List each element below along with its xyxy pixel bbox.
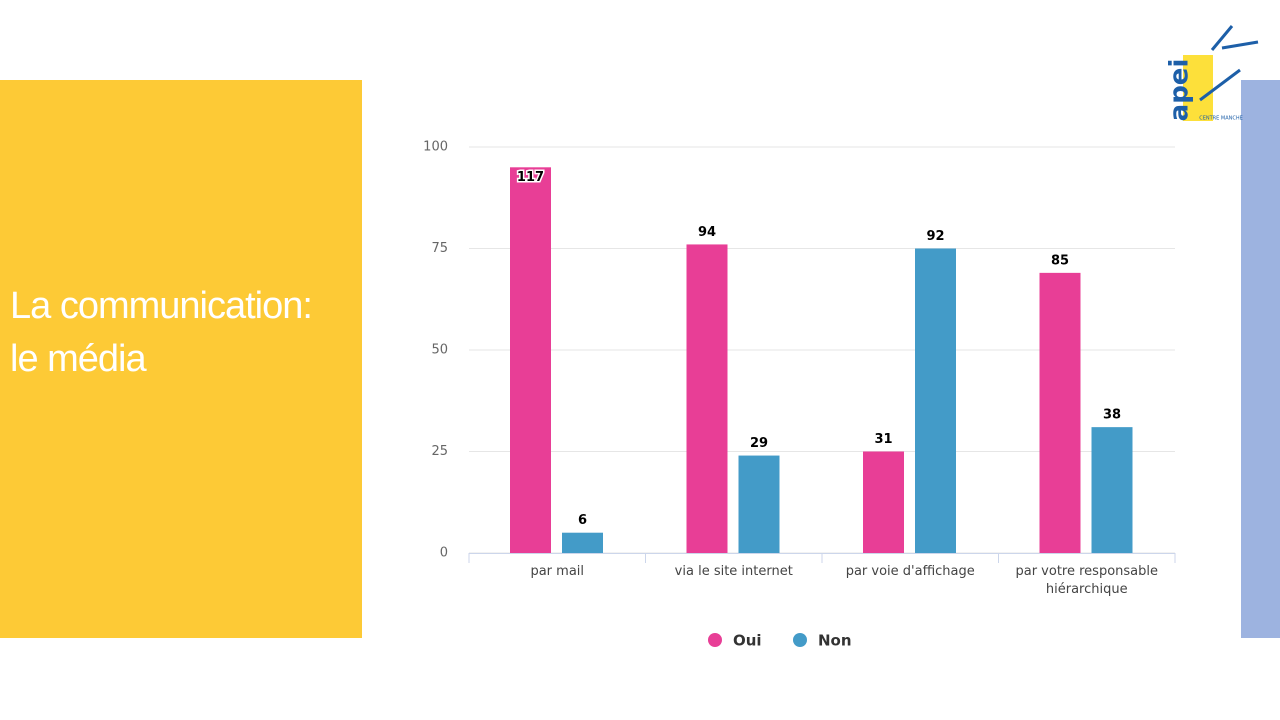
data-label: 38 bbox=[1103, 408, 1121, 423]
bar bbox=[1039, 272, 1081, 553]
data-label: 6 bbox=[578, 513, 587, 528]
data-label: 92 bbox=[926, 229, 944, 244]
bar bbox=[915, 248, 956, 553]
x-tick-label-box: par votre responsable hiérarchique bbox=[1015, 564, 1158, 597]
logo-subtitle: CENTRE MANCHE bbox=[1199, 116, 1243, 122]
x-tick-label: par votre responsable hiérarchique bbox=[1015, 564, 1158, 597]
y-tick-label: 50 bbox=[431, 343, 448, 358]
data-label: 85 bbox=[1051, 253, 1069, 268]
x-tick-label: via le site internet bbox=[674, 564, 793, 579]
x-tick-label-box: via le site internet bbox=[674, 564, 793, 579]
slide-title: La communication: le média bbox=[10, 285, 313, 380]
x-tick-label: par mail bbox=[530, 564, 585, 579]
bar bbox=[686, 244, 728, 553]
y-tick-label: 25 bbox=[431, 444, 448, 459]
data-label: 29 bbox=[750, 436, 768, 451]
bar bbox=[738, 455, 780, 553]
title-panel bbox=[0, 80, 362, 638]
bar bbox=[562, 532, 603, 553]
bar bbox=[1091, 427, 1133, 553]
logo-shape bbox=[1183, 55, 1213, 121]
data-label: 94 bbox=[698, 225, 716, 240]
data-label: 31 bbox=[874, 432, 892, 447]
legend-marker bbox=[793, 633, 807, 647]
y-tick-label: 75 bbox=[431, 241, 448, 256]
bar bbox=[863, 451, 904, 553]
y-tick-label: 100 bbox=[423, 140, 448, 155]
legend-label: Non bbox=[818, 632, 852, 650]
side-strip bbox=[1241, 80, 1280, 638]
x-tick-label-box: par mail bbox=[530, 564, 585, 579]
bar bbox=[510, 167, 551, 554]
legend-label: Oui bbox=[733, 632, 762, 650]
y-tick-label: 0 bbox=[440, 546, 448, 561]
x-tick-label-box: par voie d'affichage bbox=[845, 564, 975, 579]
legend-marker bbox=[708, 633, 722, 647]
x-tick-label: par voie d'affichage bbox=[845, 564, 975, 579]
data-label: 117 bbox=[517, 170, 544, 185]
logo: apei CENTRE MANCHE bbox=[1165, 25, 1259, 122]
logo-stroke bbox=[1199, 25, 1259, 102]
logo-name: apei bbox=[1165, 59, 1195, 122]
